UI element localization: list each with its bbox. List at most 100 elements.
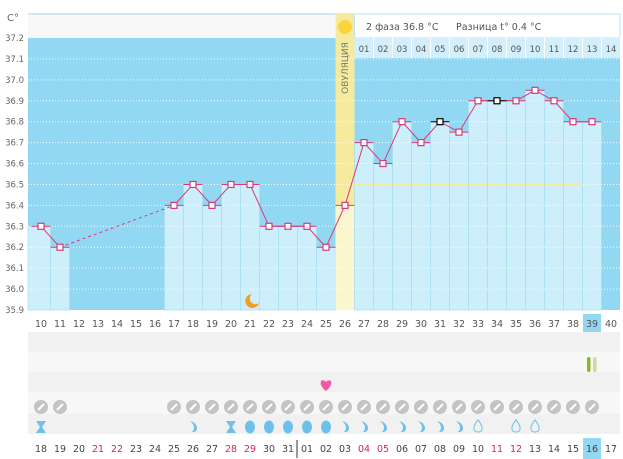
icon-row [28, 352, 620, 372]
x-tick-label: 29 [396, 319, 408, 330]
temperature-bar [316, 246, 336, 311]
y-tick-label: 37.1 [5, 55, 24, 65]
calendar-date: 25 [168, 444, 180, 455]
calendar-date: 22 [111, 444, 123, 455]
y-tick-label: 37.2 [5, 34, 24, 44]
temperature-line [458, 100, 479, 133]
drop-crescent-icon [418, 421, 426, 433]
temperature-point [436, 118, 444, 126]
pill-icon-stripe [379, 403, 387, 411]
drop-full-icon [264, 420, 274, 434]
y-tick-label: 35.9 [5, 306, 24, 316]
temperature-point [474, 97, 482, 105]
calendar-date: 24 [149, 444, 161, 455]
y-axis-unit: C° [7, 13, 19, 24]
temperature-point [493, 97, 501, 105]
pill-icon-stripe [474, 403, 482, 411]
ovulation-label: ОВУЛЯЦИЯ [341, 42, 351, 94]
ovulation-test-icon [587, 357, 591, 372]
phase2-day-label: 04 [416, 45, 427, 55]
temperature-point [322, 243, 330, 251]
temperature-line [249, 184, 270, 227]
x-tick-label: 25 [320, 319, 332, 330]
drop-crescent-icon [437, 421, 445, 433]
x-tick-label: 33 [472, 319, 484, 330]
temperature-bar [563, 121, 583, 311]
phase2-day-label: 10 [530, 45, 541, 55]
x-tick-label: 28 [377, 319, 389, 330]
x-tick-label: 24 [301, 319, 313, 330]
temperature-bar [373, 163, 393, 311]
heart-icon [320, 380, 332, 391]
icon-row [28, 332, 620, 352]
pill-icon-stripe [341, 403, 349, 411]
temperature-point [189, 180, 197, 189]
calendar-date: 30 [263, 444, 275, 455]
temperature-bar [221, 184, 241, 311]
pill-icon-stripe [493, 403, 501, 411]
drop-outline-icon [530, 419, 540, 433]
pill-icon-stripe [322, 403, 330, 411]
temperature-point [284, 222, 292, 230]
temperature-bar [50, 246, 70, 311]
calendar-date: 11 [491, 444, 503, 455]
phase2-day-label: 13 [587, 45, 598, 55]
ovulation-test-icon [593, 357, 597, 372]
pill-icon-stripe [360, 403, 368, 411]
y-tick-label: 36.5 [5, 180, 24, 190]
pill-icon-stripe [398, 403, 406, 411]
temperature-bar [202, 205, 222, 311]
calendar-date: 06 [396, 444, 408, 455]
phase2-day-label: 14 [606, 45, 617, 55]
moon-icon [245, 294, 259, 308]
x-tick-label: 27 [358, 319, 370, 330]
pill-icon-stripe [170, 403, 178, 411]
drop-outline-icon [473, 419, 483, 433]
pill-icon-stripe [531, 403, 539, 411]
calendar-date: 27 [206, 444, 218, 455]
missing-data-dashed-line [59, 204, 175, 248]
temperature-point [455, 128, 463, 136]
temperature-point [37, 222, 45, 230]
temperature-bar [449, 131, 469, 311]
x-tick-label: 30 [415, 319, 427, 330]
drop-crescent-icon [456, 421, 464, 433]
temperature-point [170, 201, 178, 209]
y-tick-label: 36.4 [5, 201, 24, 211]
y-tick-label: 36.0 [5, 285, 24, 295]
y-tick-label: 36.7 [5, 139, 24, 149]
phase2-day-label: 05 [435, 45, 446, 55]
temperature-line [382, 121, 403, 164]
x-tick-label: 17 [168, 319, 180, 330]
calendar-date: 10 [472, 444, 484, 455]
temperature-bar [278, 225, 298, 311]
x-tick-label: 19 [206, 319, 218, 330]
calendar-date: 01 [301, 444, 313, 455]
calendar-date: 23 [130, 444, 142, 455]
calendar-date: 21 [92, 444, 104, 455]
pill-icon-stripe [227, 403, 235, 411]
drop-crescent-icon [342, 421, 350, 433]
phase2-day-label: 06 [454, 45, 465, 55]
pill-icon-stripe [208, 403, 216, 411]
y-tick-label: 36.1 [5, 264, 24, 274]
temperature-point [569, 118, 577, 126]
temperature-point [208, 201, 216, 209]
phase2-day-label: 07 [473, 45, 484, 55]
temperature-point [56, 243, 64, 251]
drop-outline-icon [511, 419, 521, 433]
drop-full-icon [245, 420, 255, 434]
calendar-date: 19 [54, 444, 66, 455]
x-tick-label: 21 [244, 319, 256, 330]
phase2-day-label: 11 [549, 45, 560, 55]
calendar-date: 07 [415, 444, 427, 455]
phase-info-box [354, 13, 621, 39]
calendar-date: 29 [244, 444, 256, 455]
pill-icon-stripe [550, 403, 558, 411]
temperature-point [398, 118, 406, 126]
x-tick-label: 16 [149, 319, 161, 330]
pill-icon-stripe [417, 403, 425, 411]
x-tick-label: 38 [567, 319, 579, 330]
phase2-day-label: 01 [359, 45, 370, 55]
x-tick-label: 26 [339, 319, 351, 330]
